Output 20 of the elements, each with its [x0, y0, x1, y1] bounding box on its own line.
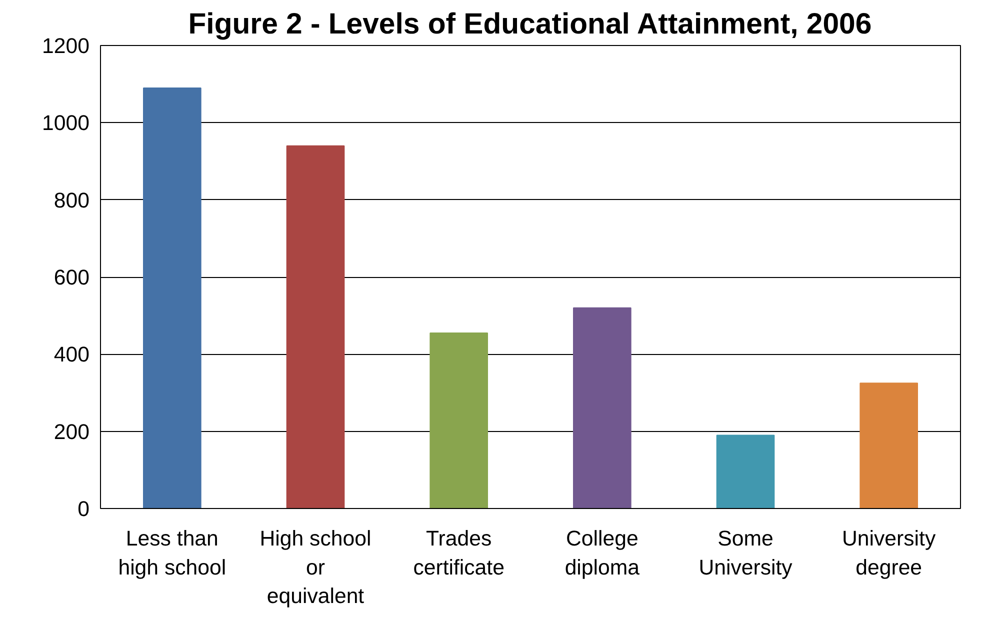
y-tick-label: 800 [54, 188, 90, 212]
y-tick-label: 1200 [42, 34, 90, 58]
y-tick-label: 0 [78, 497, 90, 521]
y-tick-label: 400 [54, 342, 90, 367]
x-tick-label: High school or equivalent [260, 526, 372, 608]
bar [716, 434, 775, 508]
x-tick-label: Less than high school [118, 526, 226, 580]
chart-title: Figure 2 - Levels of Educational Attainment, 2006 [188, 8, 872, 40]
bar [286, 145, 345, 508]
x-tick-label: University degree [842, 526, 936, 580]
bar [860, 382, 918, 508]
x-tick-label: Some University [698, 526, 793, 580]
y-tick-label: 200 [54, 420, 90, 444]
bar [573, 307, 632, 508]
x-tick-label: College diploma [564, 526, 640, 580]
bar [430, 332, 488, 508]
y-tick-label: 1000 [42, 111, 90, 136]
bar [143, 87, 202, 508]
x-tick-label: Trades certificate [413, 526, 504, 580]
y-tick-label: 600 [54, 266, 90, 290]
